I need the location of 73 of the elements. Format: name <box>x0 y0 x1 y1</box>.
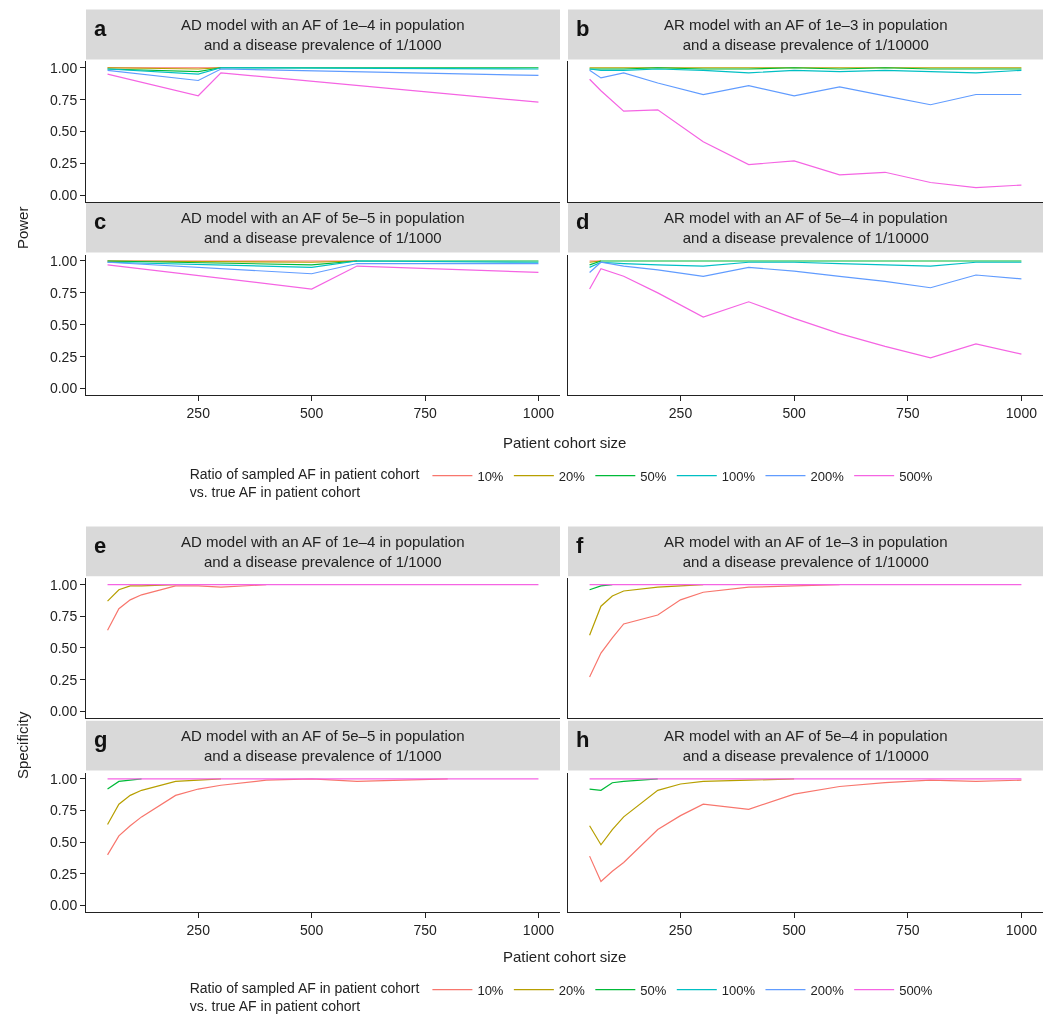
y-tick-label: 0.25 <box>49 671 78 688</box>
x-tick-label: 500 <box>782 404 807 421</box>
y-tick-label: 0.75 <box>49 284 78 301</box>
text: f <box>576 533 584 558</box>
x-tick-label: 500 <box>299 921 324 938</box>
y-axis-title: Power <box>13 206 31 250</box>
x-tick-label: 500 <box>782 921 807 938</box>
text: h <box>576 727 590 752</box>
y-tick-label: 0.50 <box>49 123 78 140</box>
chart-title: AD model with an AF of 5e–5 in population and a disease prevalence of 1/1000 <box>181 209 465 246</box>
y-tick-label: 0.00 <box>49 380 78 397</box>
y-tick-label: 0.50 <box>49 639 78 656</box>
chart-title: AR model with an AF of 1e–3 in population and a disease prevalence of 1/10000 <box>664 533 948 570</box>
y-tick-label: 0.50 <box>49 316 78 333</box>
legend-label: 100% <box>721 468 756 484</box>
text: a <box>94 16 107 41</box>
legend-label: 50% <box>640 468 667 484</box>
x-tick-label: 1000 <box>522 404 555 421</box>
legend-label: 50% <box>640 982 667 998</box>
chart-title: AR model with an AF of 5e–4 in population and a disease prevalence of 1/10000 <box>664 727 948 764</box>
y-tick-label: 1.00 <box>49 59 78 76</box>
y-tick-label: 0.25 <box>49 865 78 882</box>
chart-title: AD model with an AF of 1e–4 in population and a disease prevalence of 1/1000 <box>181 533 465 570</box>
legend-label: 500% <box>899 982 933 998</box>
text: g <box>94 727 108 752</box>
y-tick-label: 0.00 <box>49 187 78 204</box>
y-tick-label: 0.50 <box>49 834 78 851</box>
legend-label: 200% <box>810 468 845 484</box>
x-tick-label: 500 <box>299 404 324 421</box>
y-tick-label: 0.25 <box>49 155 78 172</box>
legend-label: 20% <box>558 982 586 998</box>
y-tick-label: 0.75 <box>49 608 78 625</box>
legend-label: 10% <box>477 468 504 484</box>
line-series <box>106 72 540 103</box>
text: b <box>576 16 590 41</box>
legend-label: 20% <box>558 468 586 484</box>
x-tick-label: 250 <box>186 921 211 938</box>
x-tick-label: 250 <box>668 921 693 938</box>
chart-title: AR model with an AF of 5e–4 in population and a disease prevalence of 1/10000 <box>664 209 948 246</box>
legend-label: 500% <box>899 468 933 484</box>
x-tick-label: 750 <box>896 404 920 421</box>
y-tick-label: 0.00 <box>49 897 78 914</box>
x-tick-label: 750 <box>896 921 920 938</box>
legend-label: 200% <box>810 982 845 998</box>
x-tick-label: 1000 <box>522 921 555 938</box>
chart-title: AR model with an AF of 1e–3 in population and a disease prevalence of 1/10000 <box>664 16 948 53</box>
y-tick-label: 1.00 <box>49 770 78 787</box>
x-tick-label: 1000 <box>1005 404 1038 421</box>
y-tick-label: 0.75 <box>49 91 78 108</box>
line-series <box>106 264 540 290</box>
x-tick-label: 250 <box>186 404 211 421</box>
y-tick-label: 1.00 <box>49 576 78 593</box>
y-tick-label: 0.25 <box>49 348 78 365</box>
chart-title: AD model with an AF of 1e–4 in population and a disease prevalence of 1/1000 <box>181 16 465 53</box>
text: c <box>94 209 107 234</box>
legend-title: Ratio of sampled AF in patient cohort vs. true AF in patient cohort <box>189 465 420 501</box>
x-tick-label: 250 <box>668 404 693 421</box>
y-axis-title: Specificity <box>13 711 31 780</box>
line-series <box>106 68 540 82</box>
x-axis-title: Patient cohort size <box>503 948 627 965</box>
x-tick-label: 750 <box>413 404 437 421</box>
x-tick-label: 750 <box>413 921 437 938</box>
x-tick-label: 1000 <box>1005 921 1038 938</box>
y-tick-label: 1.00 <box>49 252 78 269</box>
text: e <box>94 533 107 558</box>
y-tick-label: 0.00 <box>49 703 78 720</box>
text: d <box>576 209 590 234</box>
legend-label: 100% <box>721 982 756 998</box>
y-tick-label: 0.75 <box>49 802 78 819</box>
chart-title: AD model with an AF of 5e–5 in population and a disease prevalence of 1/1000 <box>181 727 465 764</box>
x-axis-title: Patient cohort size <box>503 434 627 451</box>
legend-title: Ratio of sampled AF in patient cohort vs. true AF in patient cohort <box>189 979 420 1014</box>
legend-label: 10% <box>477 982 504 998</box>
